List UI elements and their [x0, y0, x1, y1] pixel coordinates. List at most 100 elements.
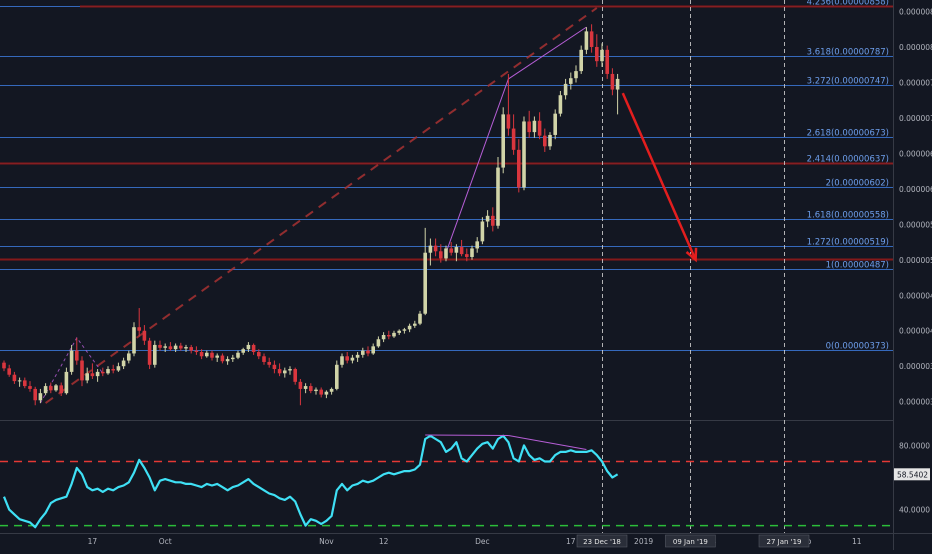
candle-body: [616, 79, 620, 90]
candle-body: [579, 50, 583, 71]
candle-body: [189, 347, 193, 351]
fib-level-label: 3.272(0.00000747): [807, 77, 889, 87]
candle-body: [413, 324, 417, 326]
candle-body: [59, 385, 63, 393]
candle-body: [600, 50, 604, 61]
candle-body: [543, 136, 547, 147]
candle-body: [39, 393, 43, 400]
candle: [553, 109, 557, 139]
rsi-current-value: 58.5402: [897, 470, 928, 479]
candle-body: [106, 369, 110, 373]
candle-body: [559, 95, 563, 113]
candle-body: [117, 366, 121, 370]
candle-body: [491, 216, 495, 226]
candle-body: [226, 359, 230, 361]
candle-body: [158, 345, 162, 348]
price-axis-tick: 0.00000400: [899, 327, 932, 336]
candle-body: [595, 47, 599, 61]
candle-body: [200, 352, 204, 356]
fib-level-label: 2.414(0.00000637): [807, 155, 889, 165]
candle-body: [574, 71, 578, 78]
candle-body: [273, 365, 277, 369]
candle-body: [2, 363, 6, 369]
candle-body: [522, 121, 526, 187]
candle-body: [470, 248, 474, 257]
candle-body: [169, 346, 173, 349]
time-axis-tick: 12: [379, 537, 389, 546]
candle-body: [85, 373, 89, 380]
rsi-axis-tick: 80.0000: [899, 441, 930, 450]
candle-body: [13, 375, 17, 381]
candle-body: [475, 241, 479, 248]
fib-level-label: 3.618(0.00000787): [807, 48, 889, 58]
candle-body: [293, 369, 297, 382]
candle-body: [54, 385, 58, 390]
time-axis-tick: Dec: [475, 537, 490, 546]
candle: [335, 361, 339, 391]
candle-body: [299, 382, 303, 389]
time-axis-tick: Oct: [159, 537, 172, 546]
candle-body: [148, 341, 152, 365]
candle-body: [403, 329, 407, 330]
candle-body: [548, 135, 552, 146]
candle-body: [501, 114, 505, 167]
candle-body: [611, 74, 615, 90]
candle-body: [153, 345, 157, 365]
date-marker-label: 27 Jan '19: [767, 538, 802, 546]
candle-body: [75, 351, 79, 361]
candle-body: [96, 372, 100, 376]
candle-body: [174, 346, 178, 350]
candle: [132, 322, 136, 356]
candle-body: [371, 346, 375, 353]
candle-body: [356, 355, 360, 358]
candle-body: [496, 168, 500, 226]
time-axis-tick: Nov: [319, 537, 334, 546]
candle-body: [392, 333, 396, 337]
candle-body: [590, 31, 594, 47]
fib-level-label: 1(0.00000487): [826, 261, 889, 271]
candle-body: [215, 356, 219, 358]
candle-body: [423, 253, 427, 314]
candle-body: [278, 369, 282, 373]
price-axis-tick: 0.00000650: [899, 149, 932, 158]
candle-body: [366, 351, 370, 354]
candle-body: [236, 353, 240, 358]
candle-body: [481, 221, 485, 241]
candle: [496, 157, 500, 229]
candle-body: [91, 373, 95, 376]
candle-body: [65, 372, 69, 393]
candle-body: [262, 356, 266, 362]
candle-body: [449, 248, 453, 252]
candle-body: [111, 369, 115, 370]
price-axis-tick: 0.00000850: [899, 8, 932, 17]
candle-body: [340, 356, 344, 365]
candle-body: [163, 346, 167, 347]
candle-body: [231, 358, 235, 359]
candle-body: [101, 372, 105, 373]
candle-body: [241, 349, 245, 353]
candle-body: [408, 326, 412, 330]
candle: [605, 46, 609, 79]
candle-body: [564, 84, 568, 95]
candle-body: [330, 389, 334, 392]
candle-body: [460, 247, 464, 254]
candle: [148, 338, 152, 369]
candle-body: [517, 150, 521, 188]
candle-body: [18, 380, 22, 381]
candle: [522, 117, 526, 191]
candle-body: [132, 327, 136, 353]
date-marker-label: 23 Dec '18: [583, 538, 621, 546]
candle-body: [314, 390, 318, 391]
candle: [501, 107, 505, 173]
candle-body: [28, 386, 32, 389]
candle-body: [512, 129, 516, 150]
fib-level-label: 0(0.00000373): [826, 342, 889, 352]
candle-body: [257, 352, 261, 356]
price-axis-tick: 0.00000550: [899, 220, 932, 229]
candle-body: [247, 345, 251, 349]
candle-body: [351, 358, 355, 361]
candle-body: [267, 362, 271, 365]
candle-body: [387, 335, 391, 336]
